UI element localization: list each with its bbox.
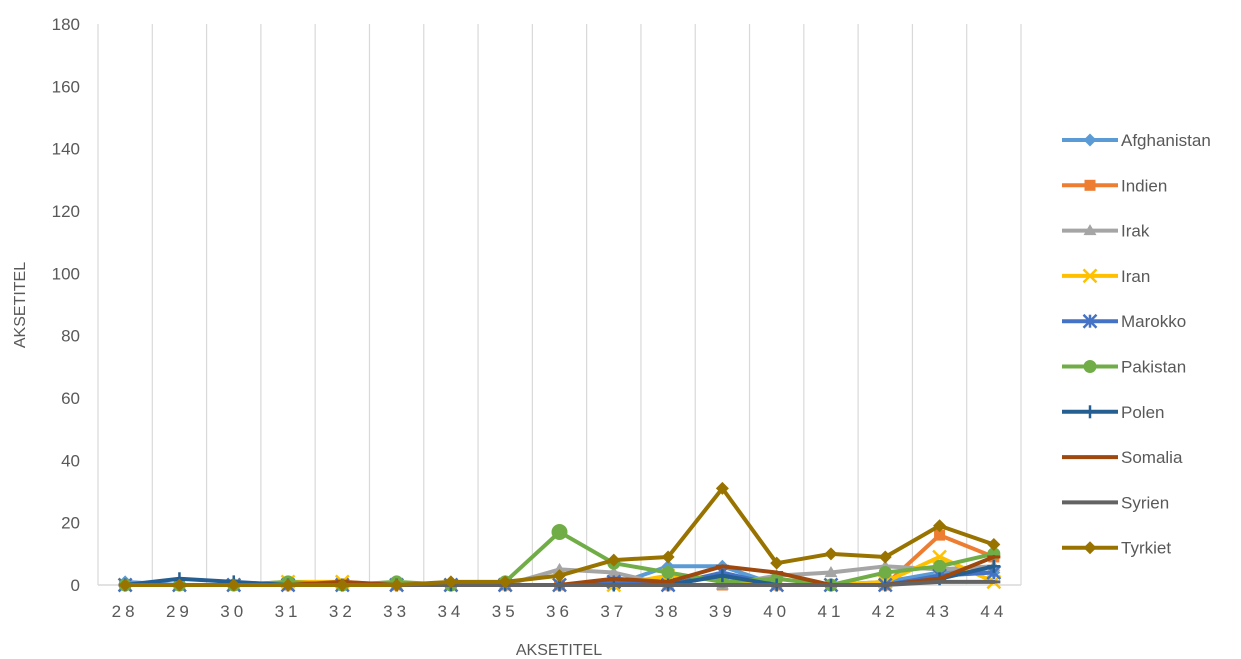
- data-point: [987, 537, 1001, 551]
- legend-item: Irak: [1062, 222, 1150, 241]
- data-point: [878, 566, 892, 580]
- data-point: [118, 578, 132, 592]
- data-point: [932, 549, 947, 565]
- y-tick-label: 80: [61, 327, 80, 346]
- y-axis-title: AKSETITEL: [12, 262, 29, 348]
- x-axis-title: AKSETITEL: [516, 642, 602, 659]
- y-tick-label: 160: [52, 77, 80, 96]
- x-tick-label: 40: [763, 602, 790, 621]
- legend-label: Tyrkiet: [1121, 539, 1171, 558]
- data-point: [281, 578, 295, 592]
- legend: Afghanistan Indien Irak Iran Marokko Pakistan…: [1062, 131, 1211, 558]
- data-point: [498, 575, 512, 589]
- legend-label: Iran: [1121, 267, 1150, 286]
- legend-label: Pakistan: [1121, 358, 1186, 377]
- marker-stroke: [932, 549, 947, 565]
- x-tick-label: 35: [492, 602, 519, 621]
- x-tick-label: 30: [220, 602, 247, 621]
- data-point: [227, 578, 241, 592]
- legend-label: Polen: [1121, 403, 1164, 422]
- data-point: [824, 566, 838, 578]
- x-tick-label: 33: [383, 602, 410, 621]
- x-tick-label: 28: [112, 602, 139, 621]
- legend-marker: [1082, 313, 1098, 329]
- legend-label: Marokko: [1121, 312, 1186, 331]
- legend-item: Somalia: [1062, 448, 1183, 467]
- x-tick-label: 34: [437, 602, 464, 621]
- x-axis: 28 29 30 31 32 33 34 35 36 37 38 39 40 41 42 43 44: [112, 602, 1007, 621]
- data-point: [553, 562, 566, 574]
- data-point: [770, 556, 784, 570]
- data-point: [934, 529, 946, 541]
- legend-marker: [1082, 268, 1098, 284]
- y-tick-label: 180: [52, 15, 80, 34]
- legend-item: Tyrkiet: [1062, 539, 1171, 558]
- x-tick-label: 44: [980, 602, 1007, 621]
- legend-label: Somalia: [1121, 448, 1183, 467]
- x-tick-label: 39: [709, 602, 736, 621]
- data-point: [172, 578, 186, 592]
- x-tick-label: 38: [655, 602, 682, 621]
- y-tick-label: 100: [52, 264, 80, 283]
- legend-marker: [1083, 360, 1097, 373]
- legend-marker: [1084, 179, 1096, 191]
- series-tyrkiet: [118, 481, 1001, 592]
- data-point: [715, 481, 729, 495]
- data-point: [553, 569, 566, 583]
- legend-item: Indien: [1062, 176, 1167, 195]
- legend-item: Marokko: [1062, 312, 1186, 331]
- legend-item: Afghanistan: [1062, 131, 1211, 150]
- plot-area: [117, 481, 1002, 593]
- x-tick-label: 41: [818, 602, 845, 621]
- data-point: [715, 569, 729, 583]
- legend-label: Afghanistan: [1121, 131, 1211, 150]
- data-point: [444, 575, 458, 589]
- legend-item: Syrien: [1062, 493, 1169, 512]
- legend-marker: [1083, 133, 1097, 147]
- y-tick-label: 120: [52, 202, 80, 221]
- legend-item: Pakistan: [1062, 358, 1186, 377]
- x-tick-label: 32: [329, 602, 356, 621]
- x-tick-label: 31: [275, 602, 302, 621]
- data-point: [607, 553, 621, 567]
- data-point: [551, 524, 568, 541]
- x-tick-label: 42: [872, 602, 899, 621]
- marker-stroke: [1082, 268, 1098, 284]
- y-tick-label: 60: [61, 389, 80, 408]
- y-axis: 0 20 40 60 80 100 120 140 160 180: [52, 15, 80, 595]
- legend-label: Syrien: [1121, 493, 1169, 512]
- y-tick-label: 0: [71, 576, 80, 595]
- y-tick-label: 20: [61, 514, 80, 533]
- y-tick-label: 40: [61, 451, 80, 470]
- legend-item: Iran: [1062, 267, 1150, 286]
- legend-label: Irak: [1121, 222, 1150, 241]
- data-point: [933, 559, 947, 573]
- x-tick-label: 36: [546, 602, 573, 621]
- data-point: [661, 550, 675, 564]
- y-tick-label: 140: [52, 140, 80, 159]
- grid: [97, 24, 1022, 585]
- data-point: [933, 519, 947, 533]
- data-point: [335, 578, 349, 592]
- legend-marker: [1083, 405, 1097, 419]
- x-tick-label: 29: [166, 602, 193, 621]
- data-point: [390, 578, 404, 592]
- legend-marker: [1083, 224, 1097, 236]
- legend-item: Polen: [1062, 403, 1164, 422]
- legend-label: Indien: [1121, 176, 1167, 195]
- data-point: [878, 550, 892, 564]
- x-tick-label: 37: [600, 602, 627, 621]
- x-tick-label: 43: [926, 602, 953, 621]
- data-point: [987, 559, 1001, 573]
- legend-marker: [1083, 541, 1097, 555]
- data-point: [661, 566, 675, 580]
- data-point: [824, 547, 838, 561]
- data-point: [607, 566, 621, 578]
